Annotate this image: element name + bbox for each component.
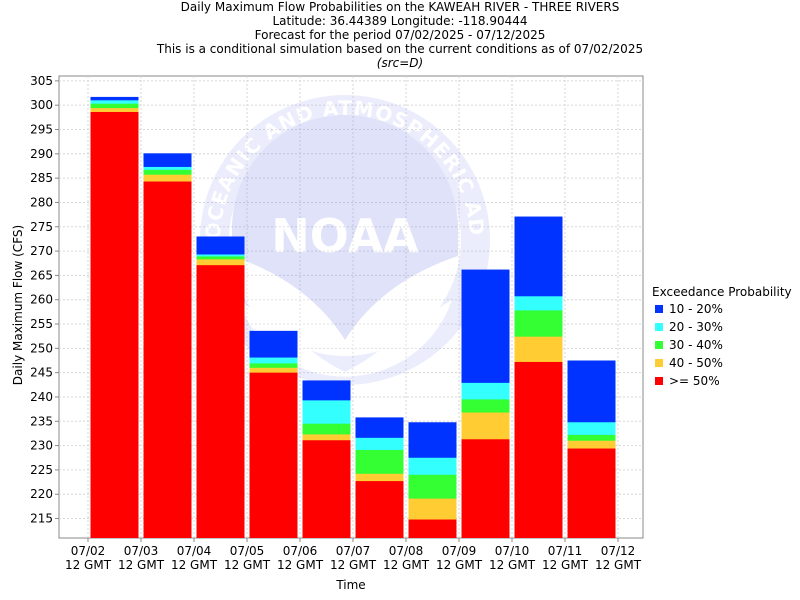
legend-swatch [655,323,663,331]
x-tick-date: 07/06 [283,544,318,558]
legend-swatch [655,305,663,313]
x-tick-time: 12 GMT [224,558,271,572]
bar-segment-p50 [90,111,139,538]
legend-title: Exceedance Probability [652,285,792,299]
x-tick-time: 12 GMT [65,558,112,572]
legend-label: >= 50% [669,374,720,388]
y-tick-label: 290 [30,147,53,161]
x-tick-time: 12 GMT [383,558,430,572]
x-tick-time: 12 GMT [595,558,642,572]
x-tick-date: 07/09 [442,544,477,558]
x-tick-date: 07/04 [177,544,212,558]
x-tick-time: 12 GMT [542,558,589,572]
legend-label: 30 - 40% [669,338,723,352]
x-tick-date: 07/08 [389,544,424,558]
bar-group [567,360,616,538]
bar-group [514,216,563,538]
bar-group [408,422,457,538]
x-tick-time: 12 GMT [489,558,536,572]
x-tick-date: 07/02 [71,544,106,558]
title-line-1: Daily Maximum Flow Probabilities on the … [180,0,620,14]
bar-segment-p50 [514,361,563,538]
bar-segment-p50 [302,440,351,538]
y-tick-label: 220 [30,487,53,501]
x-tick-time: 12 GMT [118,558,165,572]
legend-item-40-50: 40 - 50% [652,354,792,372]
legend-item-50-plus: >= 50% [652,372,792,390]
bar-segment-p50 [249,372,298,538]
y-axis-ticks: 215 220 225 230 235 240 245 250 255 260 265 270 275 2… [30,74,59,526]
legend-label: 20 - 30% [669,320,723,334]
y-tick-label: 230 [30,439,53,453]
x-axis-label: Time [336,578,366,592]
bar-group [249,330,298,538]
stacked-bars [90,96,616,539]
legend-swatch [655,377,663,385]
bar-segment-p50 [461,439,510,538]
y-axis-label: Daily Maximum Flow (CFS) [11,224,25,386]
y-tick-label: 305 [30,74,53,88]
title-line-5: (src=D) [376,56,424,70]
y-tick-label: 250 [30,341,53,355]
x-tick-date: 07/11 [548,544,583,558]
bar-group [143,153,192,539]
legend-swatch [655,359,663,367]
title-line-2: Latitude: 36.44389 Longitude: -118.90444 [272,14,528,28]
legend-swatch [655,341,663,349]
bar-group [196,236,245,539]
x-tick-time: 12 GMT [330,558,377,572]
title-line-4: This is a conditional simulation based o… [156,42,644,56]
y-tick-label: 215 [30,512,53,526]
legend: Exceedance Probability 10 - 20% 20 - 30%… [652,284,792,390]
bar-segment-p50 [355,481,404,538]
bar-segment-p50 [408,519,457,538]
y-tick-label: 245 [30,366,53,380]
x-tick-time: 12 GMT [171,558,218,572]
y-tick-label: 255 [30,317,53,331]
x-tick-date: 07/05 [230,544,265,558]
bar-group [355,417,404,538]
bar-segment-p50 [567,448,616,538]
x-tick-date: 07/10 [495,544,530,558]
y-tick-label: 225 [30,463,53,477]
bar-group [302,380,351,538]
title-line-3: Forecast for the period 07/02/2025 - 07/… [254,28,546,42]
legend-item-20-30: 20 - 30% [652,318,792,336]
legend-label: 10 - 20% [669,302,723,316]
legend-label: 40 - 50% [669,356,723,370]
x-tick-time: 12 GMT [436,558,483,572]
x-tick-date: 07/03 [124,544,159,558]
x-tick-time: 12 GMT [277,558,324,572]
bar-segment-p50 [196,265,245,538]
legend-item-30-40: 30 - 40% [652,336,792,354]
y-tick-label: 300 [30,98,53,112]
legend-item-10-20: 10 - 20% [652,300,792,318]
bar-group [90,96,139,539]
bar-group [461,269,510,538]
bar-segment-p50 [143,181,192,539]
y-tick-label: 280 [30,195,53,209]
y-tick-label: 270 [30,244,53,258]
y-tick-label: 275 [30,220,53,234]
x-tick-date: 07/12 [601,544,636,558]
y-tick-label: 235 [30,414,53,428]
y-tick-label: 285 [30,171,53,185]
x-tick-date: 07/07 [336,544,371,558]
y-tick-label: 260 [30,293,53,307]
chart-titles: Daily Maximum Flow Probabilities on the … [0,0,800,70]
y-tick-label: 240 [30,390,53,404]
watermark-noaa-text: NOAA [271,209,419,263]
y-tick-label: 265 [30,268,53,282]
y-tick-label: 295 [30,122,53,136]
